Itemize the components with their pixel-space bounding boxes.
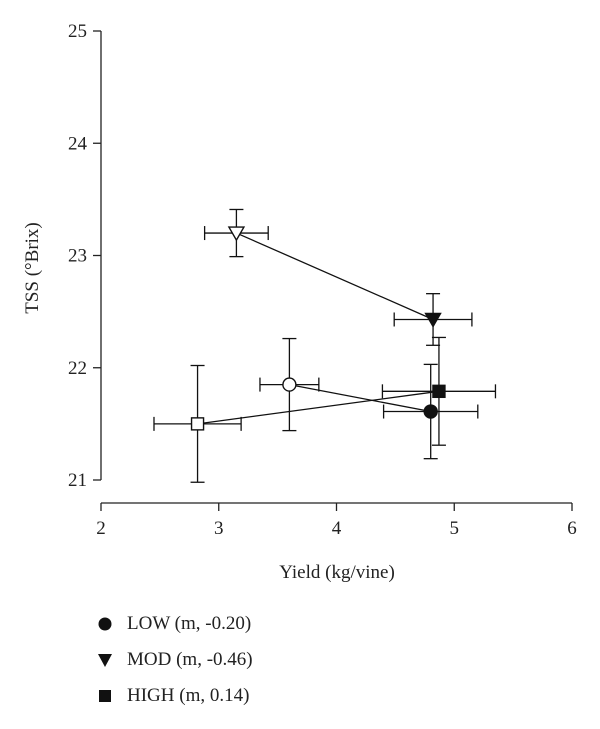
connector-line <box>197 390 440 425</box>
data-point <box>227 226 246 242</box>
filled-triangle-icon <box>98 654 112 667</box>
filled-circle-icon <box>98 617 112 631</box>
data-point <box>424 312 442 328</box>
error-bars <box>153 208 497 483</box>
connector-lines <box>197 232 440 425</box>
y-tick-label: 24 <box>68 133 88 154</box>
legend: LOW (m, -0.20) MOD (m, -0.46) HIGH (m, 0… <box>95 606 253 714</box>
y-axis-title: TSS (°Brix) <box>22 222 43 314</box>
connector-line <box>289 383 431 413</box>
legend-item-high: HIGH (m, 0.14) <box>95 678 253 714</box>
filled-square-icon <box>99 690 111 702</box>
legend-label-mod: MOD (m, -0.46) <box>127 649 253 670</box>
x-tick-label: 5 <box>450 518 460 539</box>
x-tick-label: 2 <box>96 518 106 539</box>
data-markers <box>190 226 446 431</box>
data-point <box>282 377 297 392</box>
y-tick-label: 21 <box>68 470 87 491</box>
x-tick-label: 4 <box>332 518 342 539</box>
connector-line <box>236 232 434 321</box>
data-point <box>190 417 205 431</box>
data-point <box>432 384 446 399</box>
y-tick-label: 25 <box>68 21 87 42</box>
x-axis-title: Yield (kg/vine) <box>279 562 395 583</box>
legend-item-mod: MOD (m, -0.46) <box>95 642 253 678</box>
y-tick-label: 23 <box>68 246 87 267</box>
x-tick-label: 6 <box>567 518 577 539</box>
x-tick-label: 3 <box>214 518 224 539</box>
legend-item-low: LOW (m, -0.20) <box>95 606 253 642</box>
legend-label-low: LOW (m, -0.20) <box>127 613 252 634</box>
data-point <box>423 404 438 419</box>
y-tick-label: 22 <box>68 358 87 379</box>
legend-label-high: HIGH (m, 0.14) <box>127 685 250 706</box>
